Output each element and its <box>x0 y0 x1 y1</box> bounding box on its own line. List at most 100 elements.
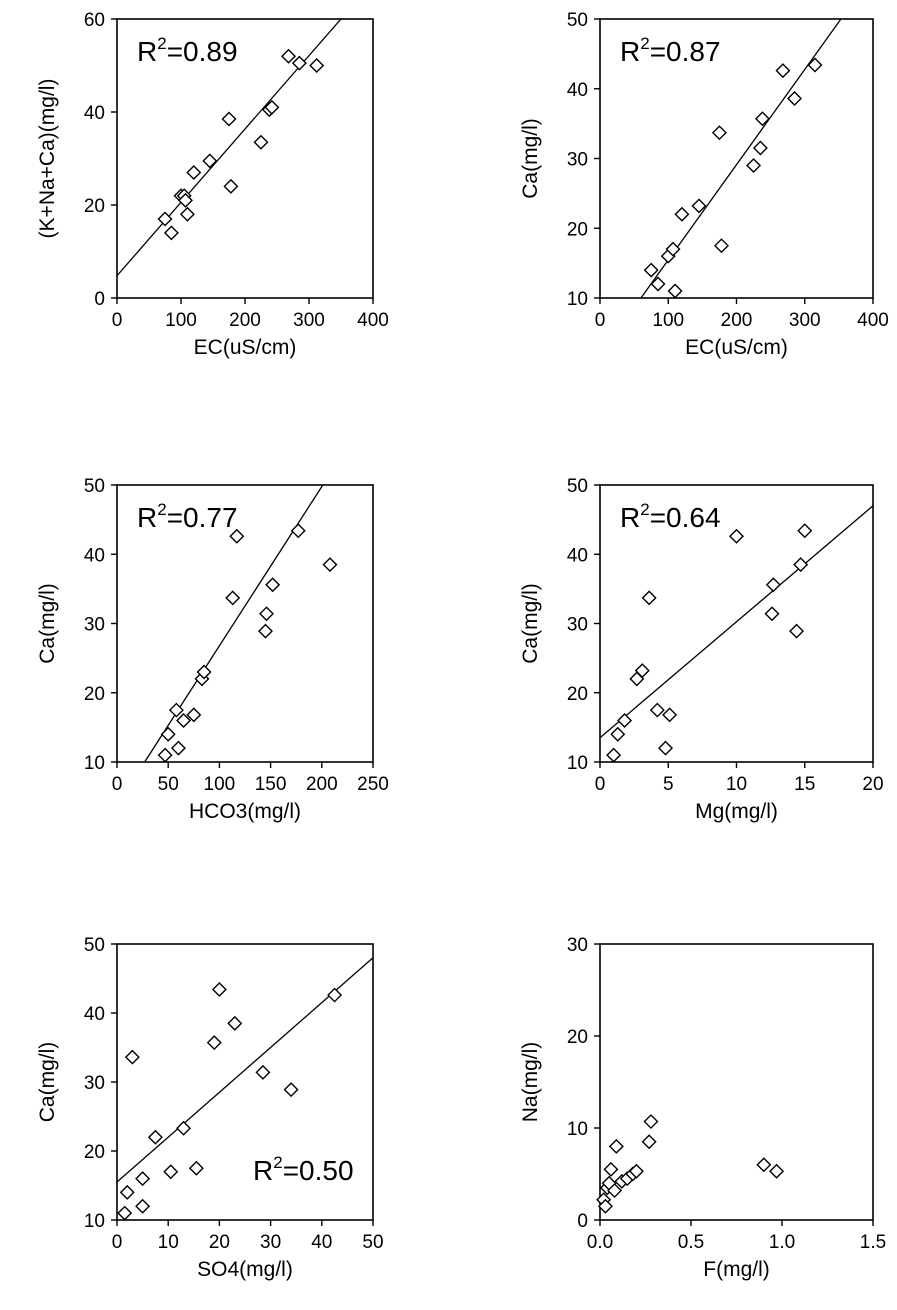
y-tick-label: 60 <box>84 10 105 31</box>
y-tick-label: 40 <box>567 80 588 101</box>
y-tick-label: 20 <box>567 219 588 240</box>
x-tick-label: 30 <box>260 1232 281 1253</box>
y-tick-label: 30 <box>567 150 588 171</box>
r-squared-annotation: R2=0.87 <box>620 34 721 67</box>
x-axis-label: EC(uS/cm) <box>194 336 297 359</box>
data-point <box>607 1183 623 1199</box>
regression-line <box>600 505 873 739</box>
data-point <box>147 1129 163 1145</box>
data-point <box>202 153 218 169</box>
data-point <box>597 1198 613 1214</box>
data-point <box>752 140 768 156</box>
data-point <box>290 523 306 539</box>
y-tick-label: 40 <box>84 545 105 566</box>
x-axis-label: HCO3(mg/l) <box>189 800 301 823</box>
y-tick-label: 0 <box>577 1211 588 1232</box>
x-tick-label: 0.5 <box>678 1232 704 1253</box>
x-tick-label: 200 <box>306 774 338 795</box>
y-tick-label: 30 <box>567 615 588 636</box>
data-point <box>667 283 683 299</box>
data-point <box>746 157 762 173</box>
x-axis-label: SO4(mg/l) <box>197 1258 293 1281</box>
data-point <box>662 707 678 723</box>
r-squared-annotation: R2=0.64 <box>620 500 721 533</box>
y-axis-label: Ca(mg/l) <box>36 1042 59 1123</box>
y-tick-label: 20 <box>84 684 105 705</box>
data-point <box>259 606 274 622</box>
data-point <box>291 55 307 71</box>
x-tick-label: 0 <box>112 310 123 331</box>
data-point <box>610 726 626 742</box>
data-point <box>253 134 269 150</box>
y-tick-label: 40 <box>567 545 588 566</box>
data-point <box>227 1015 243 1031</box>
data-point <box>157 211 173 227</box>
y-tick-label: 10 <box>567 289 588 310</box>
r-squared-annotation: R2=0.89 <box>137 34 238 67</box>
x-tick-label: 20 <box>862 774 883 795</box>
y-tick-label: 0 <box>94 289 105 310</box>
data-point <box>264 99 280 115</box>
y-tick-label: 30 <box>84 1073 105 1094</box>
data-point <box>793 557 809 573</box>
y-tick-label: 10 <box>567 1119 588 1140</box>
data-point <box>807 57 823 73</box>
r-squared-annotation: R2=0.77 <box>137 500 238 533</box>
data-point <box>606 747 622 763</box>
data-point <box>163 225 179 241</box>
data-point <box>665 241 681 257</box>
x-tick-label: 0 <box>112 1232 123 1253</box>
data-point <box>643 262 659 278</box>
data-point <box>649 702 665 718</box>
y-axis-label: (K+Na+Ca)(mg/l) <box>36 79 59 239</box>
data-point <box>641 1134 657 1150</box>
data-point <box>229 528 245 544</box>
data-point <box>265 577 281 593</box>
data-point <box>643 1114 659 1130</box>
data-point <box>117 1205 133 1221</box>
y-tick-label: 10 <box>567 753 588 774</box>
data-point <box>196 664 212 680</box>
data-point <box>634 663 650 679</box>
x-tick-label: 100 <box>204 774 236 795</box>
data-point <box>327 987 343 1003</box>
r-squared-annotation: R2=0.50 <box>253 1153 354 1186</box>
y-tick-label: 30 <box>567 935 588 956</box>
data-point <box>124 1049 140 1065</box>
x-axis-label: EC(uS/cm) <box>685 336 788 359</box>
y-tick-label: 50 <box>84 935 105 956</box>
x-tick-label: 0.0 <box>587 1232 613 1253</box>
plot-frame <box>599 484 874 763</box>
x-tick-label: 150 <box>255 774 287 795</box>
data-point <box>641 590 657 606</box>
x-tick-label: 40 <box>311 1232 332 1253</box>
y-axis-label: Ca(mg/l) <box>36 583 59 664</box>
data-point <box>135 1198 151 1214</box>
data-point <box>765 577 781 593</box>
chart-panel-6: 0.0 0.5 1.0 1.5 0 10 20 30 F(mg/l) Na(mg/l) <box>519 935 886 1281</box>
x-tick-label: 250 <box>357 774 389 795</box>
data-point <box>163 1164 179 1180</box>
x-tick-label: 5 <box>663 774 674 795</box>
data-point <box>617 712 633 728</box>
x-tick-label: 0 <box>112 774 123 795</box>
data-point <box>658 740 674 756</box>
data-point <box>281 48 297 64</box>
y-tick-label: 40 <box>84 103 105 124</box>
data-point <box>223 178 239 194</box>
chart-panel-4: 0 5 10 15 20 10 20 30 40 50 Mg(mg/l) Ca(mg/l) R2=0.6… <box>519 476 884 823</box>
x-tick-label: 200 <box>721 310 753 331</box>
data-point <box>170 740 186 756</box>
data-point <box>764 606 780 622</box>
y-tick-label: 40 <box>84 1004 105 1025</box>
x-tick-label: 400 <box>857 310 889 331</box>
y-tick-label: 50 <box>567 10 588 31</box>
data-point <box>160 726 176 742</box>
x-tick-label: 10 <box>726 774 747 795</box>
y-tick-label: 20 <box>84 1142 105 1163</box>
data-point <box>789 623 805 639</box>
x-tick-label: 200 <box>229 310 261 331</box>
x-tick-label: 10 <box>158 1232 179 1253</box>
chart-panel-1: 0 100 200 300 400 0 20 40 60 EC(uS/cm) (K+Na+Ca)(m… <box>36 10 389 359</box>
